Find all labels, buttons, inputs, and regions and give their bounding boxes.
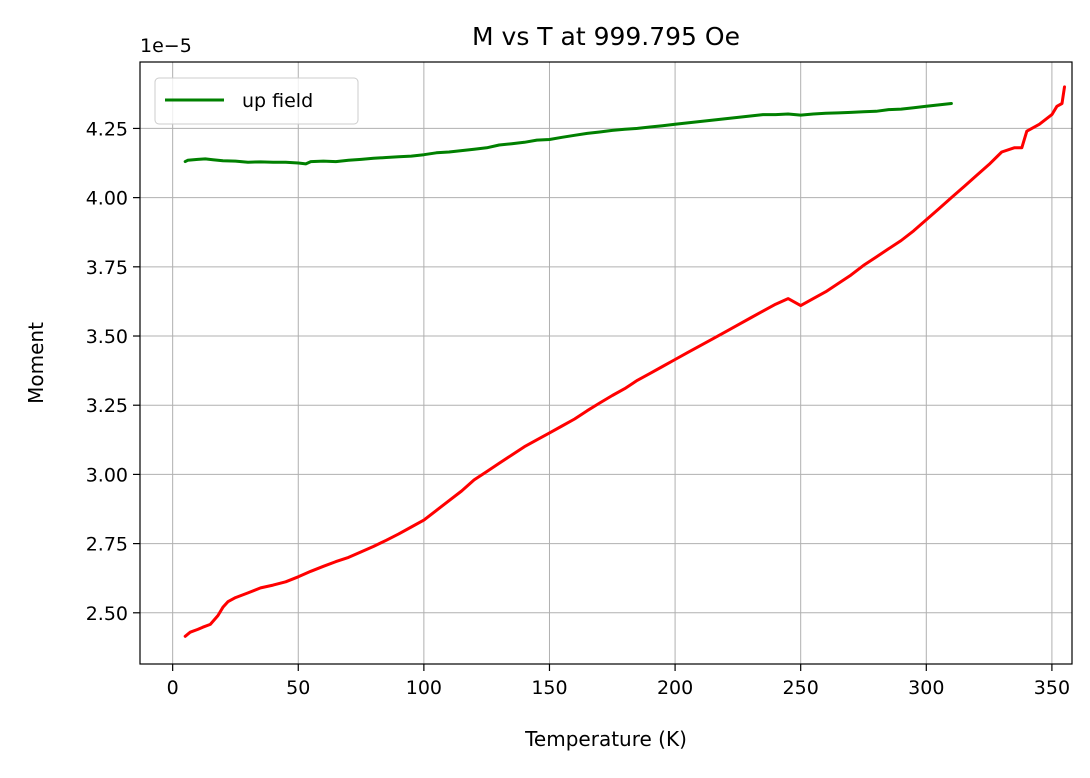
- legend-label-up-field: up field: [242, 90, 313, 112]
- y-tick-label: 3.50: [86, 326, 128, 348]
- y-tick-label: 3.75: [86, 257, 128, 279]
- chart-title: M vs T at 999.795 Oe: [472, 22, 740, 51]
- y-axis-offset-label: 1e−5: [140, 35, 192, 57]
- y-tick-label: 3.25: [86, 395, 128, 417]
- series-line-1: [183, 85, 1066, 638]
- plot-area: [140, 62, 1072, 664]
- x-tick-label: 50: [286, 677, 310, 699]
- x-tick-label: 150: [531, 677, 567, 699]
- x-tick-label: 100: [406, 677, 442, 699]
- x-axis-label: Temperature (K): [524, 727, 687, 751]
- plot-frame: [139, 61, 1073, 665]
- y-axis-ticks: 2.50 2.75 3.00 3.25 3.50 3.75 4.00 4.25: [86, 118, 140, 625]
- y-gridlines: [140, 127, 1072, 614]
- y-tick-label: 4.25: [86, 118, 128, 140]
- x-tick-label: 200: [657, 677, 693, 699]
- y-tick-label: 4.00: [86, 188, 128, 210]
- x-tick-label: 250: [783, 677, 819, 699]
- legend: up field: [154, 77, 359, 125]
- x-axis-ticks: 0 50 100 150 200 250 300 350: [167, 664, 1070, 699]
- x-tick-label: 0: [167, 677, 179, 699]
- series-layer: [183, 85, 1066, 638]
- y-tick-label: 2.50: [86, 603, 128, 625]
- x-tick-label: 300: [908, 677, 944, 699]
- y-tick-label: 3.00: [86, 464, 128, 486]
- y-axis-label: Moment: [24, 322, 48, 404]
- series-line-up-field: [183, 102, 953, 166]
- legend-box: [154, 77, 359, 125]
- x-tick-label: 350: [1034, 677, 1070, 699]
- y-tick-label: 2.75: [86, 534, 128, 556]
